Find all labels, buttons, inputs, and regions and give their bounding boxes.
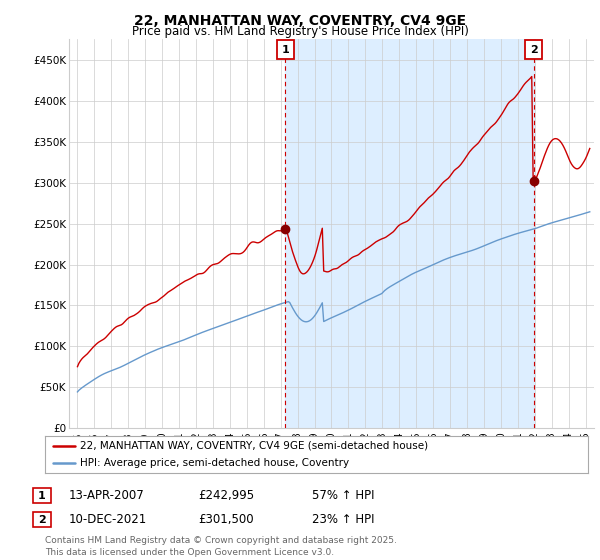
- Text: 2: 2: [38, 515, 46, 525]
- Text: 23% ↑ HPI: 23% ↑ HPI: [312, 513, 374, 526]
- Text: Contains HM Land Registry data © Crown copyright and database right 2025.
This d: Contains HM Land Registry data © Crown c…: [45, 536, 397, 557]
- Text: 10-DEC-2021: 10-DEC-2021: [69, 513, 147, 526]
- Text: 22, MANHATTAN WAY, COVENTRY, CV4 9GE (semi-detached house): 22, MANHATTAN WAY, COVENTRY, CV4 9GE (se…: [80, 441, 428, 451]
- Text: 57% ↑ HPI: 57% ↑ HPI: [312, 489, 374, 502]
- Text: 2: 2: [530, 45, 538, 54]
- Text: HPI: Average price, semi-detached house, Coventry: HPI: Average price, semi-detached house,…: [80, 458, 349, 468]
- Text: 22, MANHATTAN WAY, COVENTRY, CV4 9GE: 22, MANHATTAN WAY, COVENTRY, CV4 9GE: [134, 14, 466, 28]
- Text: 1: 1: [38, 491, 46, 501]
- Bar: [286, 39, 534, 428]
- Text: £301,500: £301,500: [198, 513, 254, 526]
- Text: 13-APR-2007: 13-APR-2007: [69, 489, 145, 502]
- Text: Price paid vs. HM Land Registry's House Price Index (HPI): Price paid vs. HM Land Registry's House …: [131, 25, 469, 38]
- Text: 1: 1: [281, 45, 289, 54]
- Text: £242,995: £242,995: [198, 489, 254, 502]
